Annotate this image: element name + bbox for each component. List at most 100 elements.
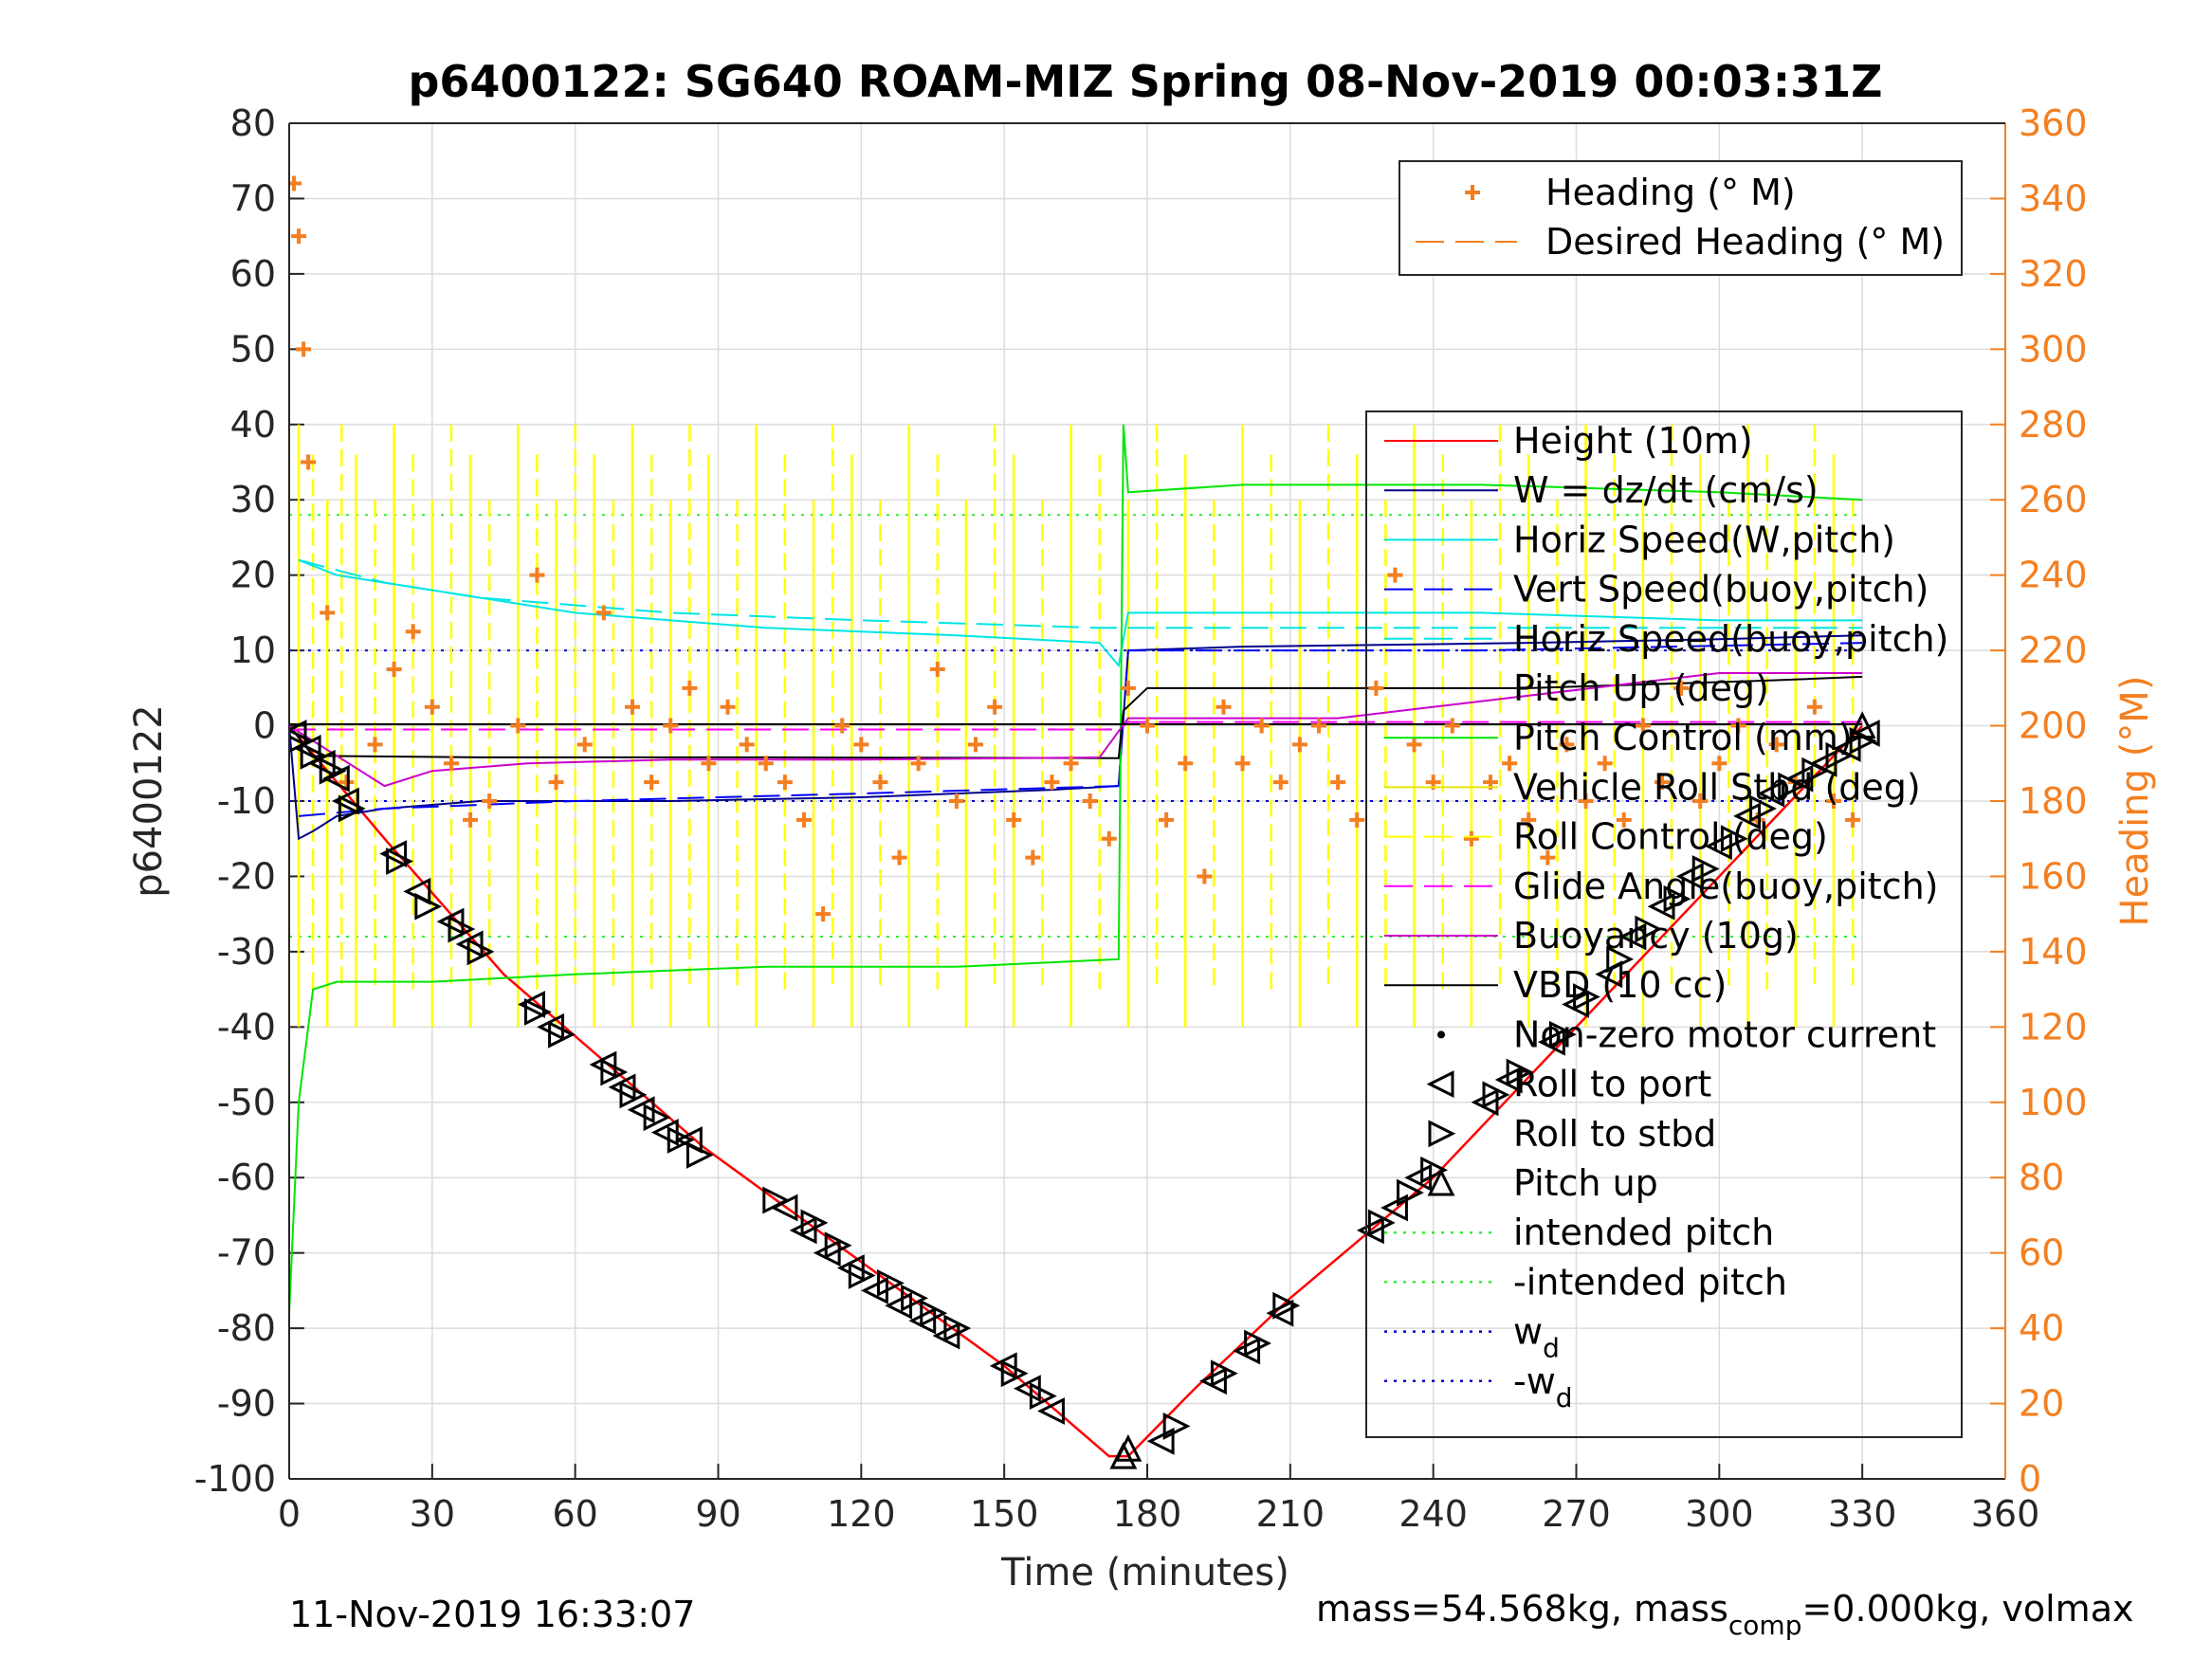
legend-swatch	[1426, 1070, 1454, 1099]
roll-stbd-marker	[619, 1081, 648, 1109]
roll-port-marker	[518, 991, 545, 1018]
heading-marker	[644, 775, 660, 791]
roll-port-marker	[1037, 1397, 1065, 1425]
x-axis-label: Time (minutes)	[1000, 1551, 1289, 1595]
heading-marker	[663, 718, 679, 734]
y-right-tick-label: 80	[2019, 1157, 2064, 1198]
roll-stbd-marker	[1749, 794, 1777, 823]
roll-stbd-marker	[1506, 1058, 1534, 1086]
plot-content	[289, 175, 1880, 1469]
roll-stbd-marker	[1210, 1359, 1238, 1388]
legend-label: Horiz Speed(buoy,pitch)	[1513, 618, 1948, 660]
y-right-tick-label: 160	[2019, 855, 2088, 897]
series-line	[298, 558, 1863, 629]
heading-marker	[296, 341, 312, 357]
x-tick-label: 120	[827, 1493, 896, 1535]
y-left-tick-label: 0	[253, 705, 276, 747]
legend-label: Roll Control (deg)	[1513, 816, 1828, 858]
roll-port-marker	[331, 787, 359, 815]
heading-marker	[1311, 718, 1326, 734]
footer-mass-rest: =0.000kg, volmax	[1801, 1588, 2133, 1630]
heading-marker	[1044, 775, 1060, 791]
heading-marker	[1540, 849, 1556, 866]
y-left-tick-label: -80	[217, 1307, 276, 1349]
footer-mass-sub: comp	[1728, 1610, 1802, 1641]
x-tick-label: 360	[1971, 1493, 2040, 1535]
roll-stbd-marker	[643, 1103, 671, 1132]
heading-marker	[1216, 699, 1232, 715]
y-right-tick-label: 0	[2019, 1458, 2041, 1500]
legend-label: Height (10m)	[1513, 420, 1753, 462]
heading-marker	[289, 175, 302, 191]
roll-port-marker	[436, 907, 465, 936]
footer-mass-text: mass=54.568kg, mass	[1316, 1588, 1728, 1630]
y-right-tick-label: 300	[2019, 328, 2088, 370]
roll-stbd-marker	[289, 728, 314, 754]
heading-marker	[987, 699, 1003, 715]
heading-marker	[1387, 567, 1403, 583]
roll-stbd-marker	[1606, 945, 1635, 974]
roll-stbd-marker	[824, 1231, 852, 1260]
roll-stbd-marker	[1420, 1156, 1449, 1184]
roll-port-marker	[1562, 991, 1589, 1018]
y-right-tick-label: 20	[2019, 1383, 2064, 1425]
y-left-tick-label: 10	[230, 629, 276, 671]
roll-stbd-marker	[1244, 1329, 1271, 1358]
y-left-tick-label: -40	[217, 1006, 276, 1048]
y-right-tick-label: 200	[2019, 705, 2088, 747]
legend-top-box	[1398, 160, 1963, 276]
roll-stbd-marker	[901, 1284, 928, 1312]
x-tick-label: 60	[552, 1493, 597, 1535]
legend-label: Vert Speed(buoy,pitch)	[1513, 569, 1929, 611]
roll-stbd-marker	[600, 1058, 629, 1086]
x-tick-label: 210	[1256, 1493, 1325, 1535]
roll-stbd-marker	[319, 757, 347, 785]
y-right-tick-label: 140	[2019, 931, 2088, 973]
roll-port-marker	[789, 1216, 817, 1245]
roll-port-marker	[608, 1073, 636, 1102]
heading-marker	[1692, 793, 1709, 809]
heading-marker	[1673, 680, 1690, 696]
legend-swatch	[1427, 1168, 1455, 1196]
heading-marker	[1597, 756, 1613, 772]
heading-marker	[1559, 737, 1575, 753]
legend-swatch	[1428, 1120, 1456, 1148]
legend-label: Pitch up	[1513, 1162, 1658, 1204]
roll-stbd-marker	[686, 1140, 714, 1169]
y-left-tick-label: 60	[230, 253, 276, 295]
roll-stbd-marker	[800, 1209, 829, 1237]
roll-stbd-marker	[448, 915, 476, 943]
roll-stbd-marker	[548, 1020, 576, 1048]
legend-label: Vehicle Roll Stbd (deg)	[1513, 766, 1921, 808]
y-left-tick-label: -100	[194, 1458, 276, 1500]
legend-label: Glide Angle(buoy,pitch)	[1513, 866, 1939, 907]
series-line	[289, 424, 1863, 1314]
legend-label: VBD (10 cc)	[1513, 964, 1727, 1006]
series-lines	[289, 424, 1864, 1458]
heading-marker	[424, 699, 440, 715]
y-left-tick-label: -30	[217, 931, 276, 973]
heading-marker	[777, 775, 793, 791]
series-line	[289, 675, 1863, 759]
roll-stbd-marker	[1272, 1291, 1301, 1320]
x-tick-label: 240	[1398, 1493, 1468, 1535]
legend-top-label: Desired Heading (° M)	[1545, 221, 1945, 263]
y-left-tick-labels: -100-90-80-70-60-50-40-30-20-10010203040…	[194, 102, 276, 1500]
roll-stbd-marker	[1635, 915, 1663, 943]
y-left-tick-label: -10	[217, 780, 276, 822]
legend-top: Heading (° M) Desired Heading (° M)	[1398, 160, 1963, 276]
roll-port-marker	[1146, 1427, 1175, 1455]
roll-stbd-marker	[386, 848, 413, 875]
y-left-tick-label: -70	[217, 1232, 276, 1274]
y-right-tick-label: 360	[2019, 102, 2088, 144]
y-right-tick-label: 280	[2019, 404, 2088, 446]
heading-marker	[796, 811, 812, 828]
roll-series	[297, 424, 1855, 1028]
reference-lines	[289, 514, 1863, 938]
x-tick-label: 330	[1828, 1493, 1897, 1535]
heading-marker	[1521, 811, 1537, 828]
y-left-tick-label: -20	[217, 855, 276, 897]
heading-marker	[891, 849, 907, 866]
heading-marker	[1768, 737, 1784, 753]
y-right-tick-label: 40	[2019, 1307, 2064, 1349]
